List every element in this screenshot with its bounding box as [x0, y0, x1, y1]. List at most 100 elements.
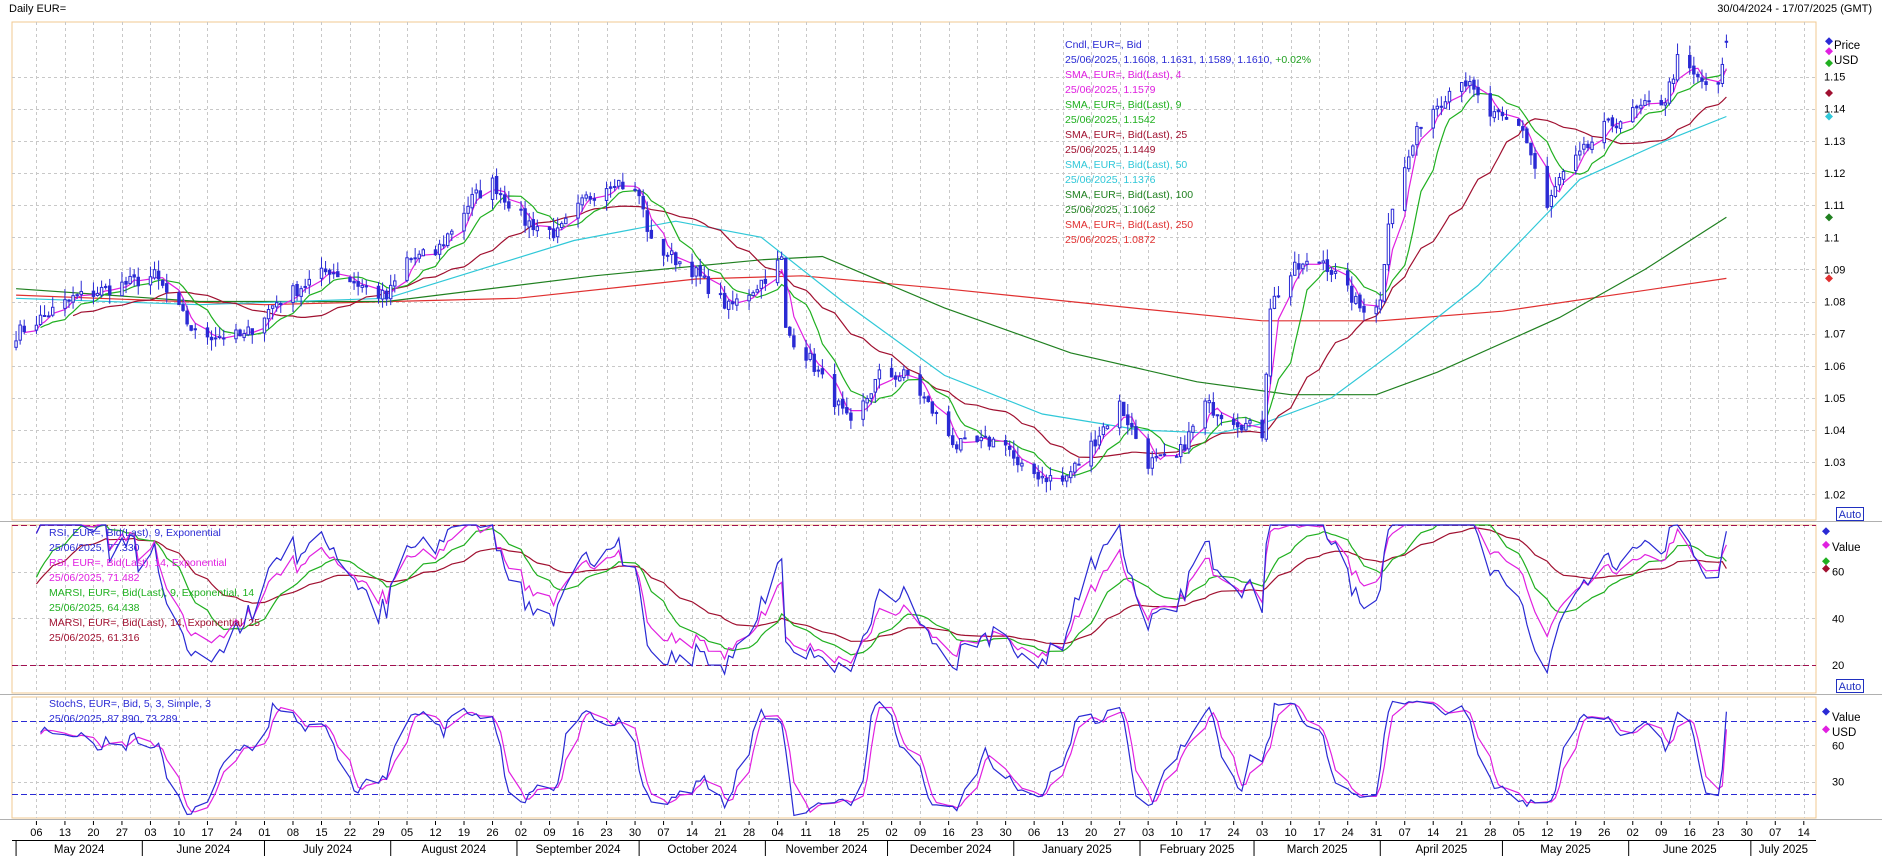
candle — [95, 286, 100, 297]
candle-body — [804, 347, 808, 361]
candle — [42, 305, 47, 318]
candle — [1561, 168, 1566, 185]
day-tick-label: 02 — [885, 827, 897, 839]
stochd-last-marker — [1822, 725, 1830, 734]
candle-body — [1419, 126, 1423, 129]
candle — [690, 253, 694, 285]
sma-9-line — [40, 69, 1727, 476]
candle — [845, 397, 849, 416]
candle-body — [462, 212, 466, 232]
candle — [67, 298, 71, 308]
candle — [1060, 467, 1065, 486]
candle-body — [1179, 444, 1183, 458]
candle-body — [360, 284, 364, 288]
sma-250-line — [16, 275, 1727, 322]
candle — [380, 282, 385, 308]
candle — [1578, 142, 1582, 161]
candle — [836, 398, 841, 416]
candle — [808, 343, 812, 362]
sma-100-line — [16, 216, 1727, 396]
candle-body — [836, 400, 841, 406]
candle — [1488, 85, 1492, 126]
candle — [1162, 443, 1167, 457]
day-tick-label: 24 — [1228, 827, 1240, 839]
day-tick-label: 10 — [1285, 827, 1297, 839]
candle-body — [1016, 456, 1020, 466]
candle — [731, 290, 735, 310]
candle — [91, 282, 96, 305]
candle — [1517, 118, 1521, 126]
candle — [1345, 262, 1350, 292]
candle — [384, 288, 389, 306]
candle — [1329, 266, 1334, 283]
candle-body — [242, 333, 246, 338]
candle-body — [1117, 400, 1122, 429]
candle — [156, 260, 161, 290]
candle-body — [356, 281, 360, 287]
candle — [1362, 298, 1366, 321]
candle — [722, 285, 727, 310]
price-tick-label: 1.14 — [1824, 104, 1845, 116]
price-tick-label: 1.06 — [1824, 361, 1845, 373]
candle — [242, 329, 246, 342]
candle-body — [1073, 462, 1077, 473]
candle-body — [975, 435, 979, 443]
candle — [763, 269, 768, 291]
candle — [759, 279, 764, 299]
rsi14-last-marker — [1822, 540, 1830, 549]
candle — [494, 168, 499, 200]
day-tick-label: 07 — [1399, 827, 1411, 839]
candle-body — [222, 337, 226, 340]
candle-body — [1407, 156, 1411, 170]
candle-body — [551, 228, 556, 239]
candle-body — [507, 201, 511, 209]
last-price-marker — [1825, 37, 1833, 46]
candle — [1468, 75, 1472, 94]
candle-body — [474, 189, 478, 194]
price-legend-line: 25/06/2025, 1.1542 — [1065, 114, 1156, 126]
candle-body — [1496, 109, 1501, 113]
candle — [637, 188, 641, 205]
month-tick-label: May 2024 — [54, 844, 105, 856]
candle — [869, 393, 873, 405]
day-tick-label: 07 — [657, 827, 669, 839]
candle-body — [352, 280, 356, 284]
candle — [209, 330, 214, 351]
candle — [1012, 440, 1016, 466]
candle — [1443, 95, 1448, 109]
candle-body — [1692, 65, 1696, 75]
day-tick-label: 03 — [1256, 827, 1268, 839]
candle — [1688, 45, 1692, 75]
candle — [1435, 98, 1440, 117]
candle — [1700, 69, 1704, 89]
candle-body — [637, 189, 641, 197]
candle — [1459, 82, 1464, 103]
candle-body — [148, 276, 153, 286]
candle-body — [1069, 471, 1073, 479]
candle — [576, 194, 580, 228]
candle-body — [617, 179, 621, 187]
candle-body — [1545, 165, 1549, 208]
candle — [1610, 114, 1615, 133]
candle — [336, 262, 340, 278]
candle — [1179, 436, 1183, 464]
candle-body — [987, 436, 992, 447]
candle — [608, 181, 613, 198]
candle-body — [490, 177, 495, 200]
rsi-auto-scale-button[interactable]: Auto — [1836, 679, 1864, 693]
candle — [1174, 453, 1179, 458]
price-legend-line: SMA, EUR=, Bid(Last), 4 — [1065, 69, 1182, 81]
price-tick-label: 1.1 — [1824, 232, 1839, 244]
price-auto-scale-button[interactable]: Auto — [1836, 507, 1864, 521]
candle — [1390, 208, 1395, 229]
candle-body — [1447, 90, 1452, 103]
candle-body — [413, 257, 417, 260]
candle — [1048, 467, 1053, 491]
candle-body — [918, 374, 922, 396]
candle — [503, 185, 507, 210]
candle — [592, 193, 597, 207]
candle — [1402, 156, 1407, 212]
candle-body — [295, 284, 299, 297]
candle-body — [612, 185, 617, 188]
